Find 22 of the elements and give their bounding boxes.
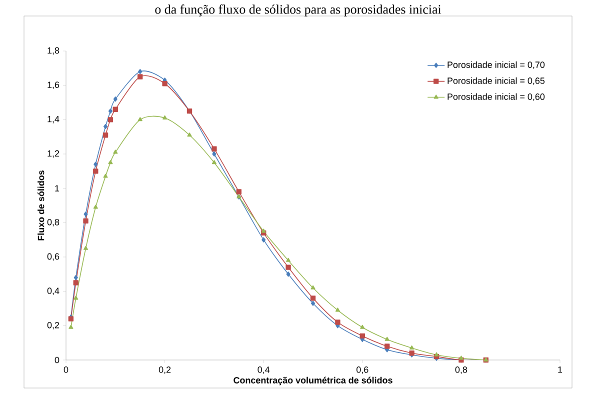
y-tick-label: 1,4 bbox=[48, 116, 60, 124]
y-axis-title: Fluxo de sólidos bbox=[38, 170, 44, 240]
y-tick-label: 0 bbox=[54, 356, 60, 364]
legend-label: Porosidade inicial = 0,65 bbox=[448, 77, 545, 85]
y-tick-label: 1,6 bbox=[48, 82, 60, 90]
y-tick-label: 0,8 bbox=[47, 218, 60, 226]
x-tick-label: 0,8 bbox=[455, 366, 468, 374]
x-axis-title: Concentração volumétrica de sólidos bbox=[234, 376, 392, 386]
x-tick-label: 0 bbox=[64, 366, 68, 373]
y-tick-label: 0,2 bbox=[47, 322, 60, 330]
y-tick-label: 1,2 bbox=[48, 150, 60, 158]
x-tick-label: 0,2 bbox=[158, 366, 171, 374]
legend-label: Porosidade inicial = 0,60 bbox=[448, 93, 545, 101]
text: o da função fluxo de sólidos para as porosidades iniciai bbox=[155, 4, 442, 16]
legend-label: Porosidade inicial = 0,70 bbox=[448, 61, 545, 69]
y-tick-label: 1,8 bbox=[48, 47, 60, 55]
x-tick-label: 1 bbox=[558, 366, 562, 373]
x-tick-label: 0,4 bbox=[258, 366, 270, 374]
y-tick-label: 1 bbox=[55, 185, 60, 192]
y-tick-label: 0,6 bbox=[47, 253, 60, 261]
y-tick-label: 0,4 bbox=[47, 288, 60, 296]
x-tick-label: 0,6 bbox=[356, 366, 368, 374]
